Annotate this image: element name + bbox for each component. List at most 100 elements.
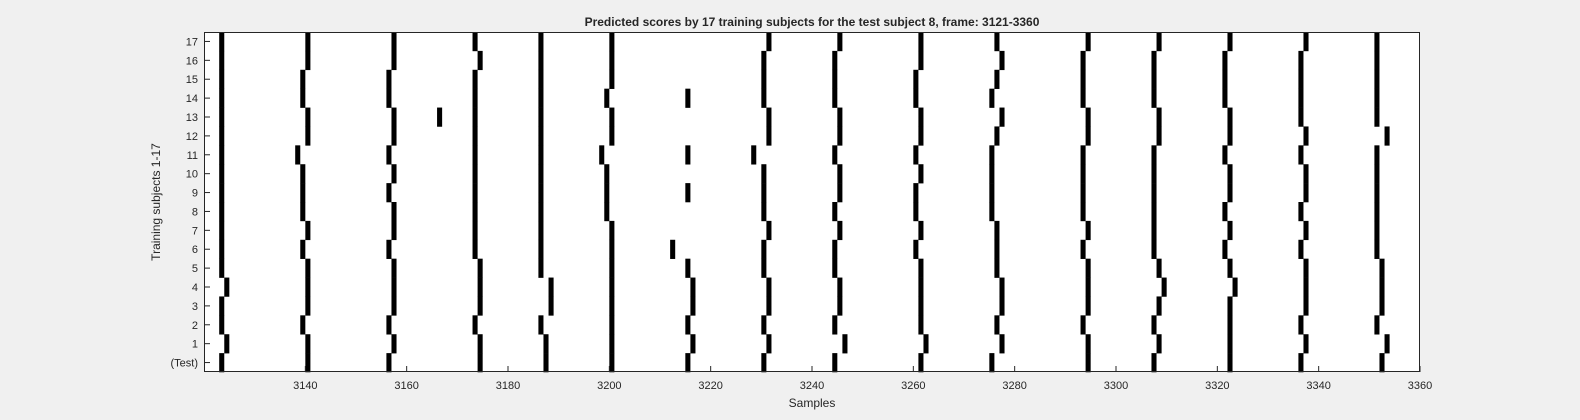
event-marks — [219, 32, 1390, 373]
event-mark — [923, 334, 929, 354]
event-mark — [543, 353, 549, 373]
event-mark — [1227, 220, 1233, 241]
event-mark — [305, 220, 311, 241]
event-mark — [999, 277, 1005, 297]
event-mark — [690, 277, 696, 297]
event-mark — [918, 50, 924, 71]
event-mark — [538, 145, 544, 165]
y-axis-label: Training subjects 1-17 — [149, 143, 163, 261]
event-mark — [989, 88, 995, 108]
x-tick-label: 3200 — [597, 380, 621, 392]
event-mark — [1384, 334, 1390, 354]
event-mark — [761, 69, 767, 89]
event-mark — [1227, 164, 1233, 184]
event-mark — [832, 353, 838, 373]
event-mark — [609, 107, 615, 127]
event-mark — [472, 164, 478, 184]
event-mark — [1151, 220, 1157, 241]
event-mark — [918, 296, 924, 316]
event-mark — [538, 220, 544, 241]
event-mark — [918, 258, 924, 278]
event-mark — [386, 353, 392, 373]
event-mark — [690, 334, 696, 354]
event-mark — [1227, 126, 1233, 146]
event-mark — [685, 258, 691, 278]
x-tick-label: 3140 — [293, 380, 317, 392]
event-mark — [1227, 315, 1233, 335]
y-tick-label: 2 — [192, 320, 198, 332]
event-mark — [1151, 164, 1157, 184]
event-mark — [1298, 88, 1304, 108]
event-mark — [219, 126, 225, 146]
event-mark — [1080, 88, 1086, 108]
event-mark — [1374, 239, 1380, 259]
event-mark — [386, 315, 392, 335]
event-mark — [837, 164, 843, 184]
event-mark — [670, 239, 676, 259]
event-mark — [1156, 32, 1162, 52]
event-mark — [837, 107, 843, 127]
event-mark — [1374, 32, 1380, 52]
event-mark — [832, 69, 838, 89]
event-mark — [224, 277, 230, 297]
event-mark — [300, 315, 306, 335]
event-mark — [219, 32, 225, 52]
x-tick-label: 3220 — [698, 380, 722, 392]
event-mark — [989, 183, 995, 203]
event-mark — [472, 69, 478, 89]
event-mark — [305, 296, 311, 316]
event-mark — [1151, 50, 1157, 71]
event-mark — [609, 32, 615, 52]
event-mark — [913, 145, 919, 165]
y-tick-label: 7 — [192, 225, 198, 237]
event-mark — [918, 277, 924, 297]
event-mark — [538, 126, 544, 146]
event-mark — [994, 258, 1000, 278]
event-mark — [300, 88, 306, 108]
event-mark — [219, 220, 225, 241]
event-mark — [305, 334, 311, 354]
x-tick-label: 3340 — [1306, 380, 1330, 392]
event-mark — [305, 32, 311, 52]
event-mark — [918, 220, 924, 241]
event-mark — [538, 202, 544, 222]
event-mark — [1227, 107, 1233, 127]
event-mark — [994, 69, 1000, 89]
event-mark — [391, 334, 397, 354]
event-mark — [391, 126, 397, 146]
event-mark — [548, 296, 554, 316]
event-mark — [609, 334, 615, 354]
event-mark — [994, 32, 1000, 52]
event-mark — [918, 126, 924, 146]
event-mark — [472, 220, 478, 241]
event-mark — [1298, 202, 1304, 222]
event-mark — [1298, 239, 1304, 259]
y-tick-label: 9 — [192, 188, 198, 200]
event-mark — [477, 334, 483, 354]
event-mark — [1080, 50, 1086, 71]
event-mark — [437, 107, 443, 127]
event-mark — [219, 315, 225, 335]
event-mark — [913, 183, 919, 203]
event-mark — [1298, 353, 1304, 373]
x-tick-label: 3360 — [1408, 380, 1432, 392]
event-mark — [999, 296, 1005, 316]
x-tick-label: 3180 — [496, 380, 520, 392]
event-mark — [761, 183, 767, 203]
event-mark — [832, 145, 838, 165]
event-mark — [766, 296, 772, 316]
y-tick-label: 11 — [187, 150, 198, 162]
y-tick-label: 3 — [192, 301, 198, 313]
y-tick-label: 10 — [186, 169, 198, 181]
event-mark — [1151, 315, 1157, 335]
event-mark — [305, 126, 311, 146]
x-tick-label: 3260 — [901, 380, 925, 392]
event-mark — [604, 202, 610, 222]
event-mark — [837, 183, 843, 203]
event-mark — [219, 50, 225, 71]
event-mark — [386, 239, 392, 259]
event-mark — [305, 107, 311, 127]
x-tick-label: 3300 — [1104, 380, 1128, 392]
event-mark — [761, 258, 767, 278]
event-mark — [609, 258, 615, 278]
